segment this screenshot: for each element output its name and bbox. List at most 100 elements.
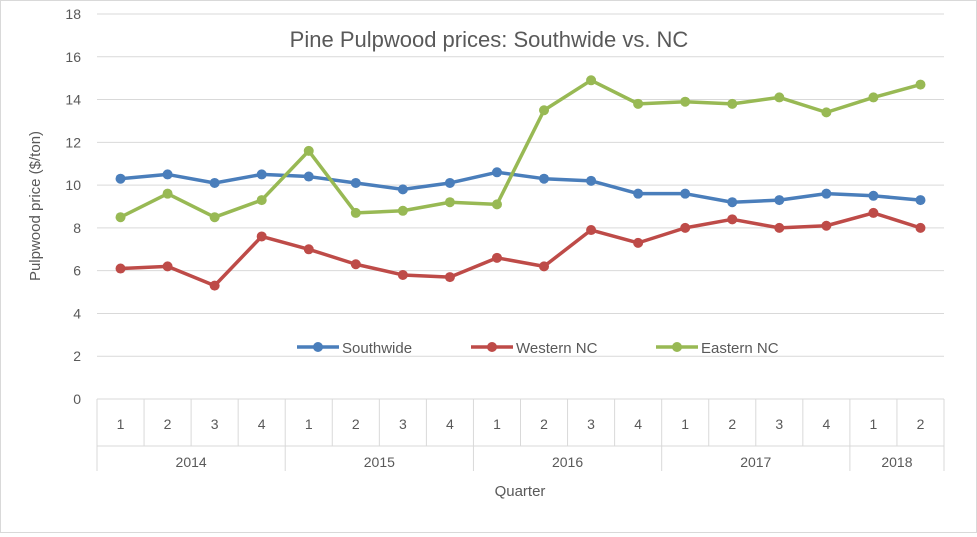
year-label: 2014 xyxy=(176,454,207,470)
eastern-nc-point xyxy=(350,207,361,218)
x-tick-label: 1 xyxy=(493,416,501,432)
legend-marker-southwide xyxy=(313,342,323,352)
y-axis-label: Pulpwood price ($/ton) xyxy=(27,131,44,281)
southwide-point xyxy=(444,177,455,188)
x-tick-label: 2 xyxy=(917,416,925,432)
eastern-nc-point xyxy=(680,96,691,107)
western-nc-point xyxy=(444,272,455,283)
southwide-point xyxy=(539,173,550,184)
eastern-nc-point xyxy=(491,199,502,210)
legend-marker-western-nc xyxy=(487,342,497,352)
year-label: 2018 xyxy=(881,454,912,470)
eastern-nc-point xyxy=(397,205,408,216)
western-nc-point xyxy=(915,222,926,233)
southwide-point xyxy=(586,175,597,186)
eastern-nc-line xyxy=(119,78,921,219)
x-tick-label: 1 xyxy=(870,416,878,432)
western-nc-point xyxy=(586,225,597,236)
eastern-nc-point xyxy=(821,107,832,118)
western-nc-point xyxy=(633,237,644,248)
eastern-nc-point xyxy=(115,212,126,223)
y-tick-label: 8 xyxy=(73,220,81,236)
southwide-point xyxy=(397,184,408,195)
eastern-nc-point xyxy=(774,92,785,103)
southwide-point xyxy=(115,173,126,184)
y-tick-label: 18 xyxy=(65,6,81,22)
eastern-nc-point xyxy=(444,197,455,208)
western-nc-line xyxy=(120,211,922,288)
eastern-nc-point xyxy=(868,92,879,103)
southwide-point xyxy=(350,177,361,188)
eastern-nc-point xyxy=(256,195,267,206)
legend-marker-eastern-nc xyxy=(672,342,682,352)
southwide-line xyxy=(120,170,921,204)
x-axis-label: Quarter xyxy=(495,483,546,500)
western-nc-point xyxy=(397,269,408,280)
southwide-point xyxy=(727,197,738,208)
southwide-point xyxy=(821,188,832,199)
western-nc-point xyxy=(350,259,361,270)
x-tick-label: 3 xyxy=(399,416,407,432)
western-nc-point xyxy=(162,261,173,272)
western-nc-point xyxy=(491,252,502,263)
x-tick-label: 1 xyxy=(305,416,313,432)
western-nc-point xyxy=(303,244,314,255)
legend-label-southwide: Southwide xyxy=(342,340,412,357)
x-tick-label: 2 xyxy=(164,416,172,432)
chart-title: Pine Pulpwood prices: Southwide vs. NC xyxy=(290,27,689,52)
western-nc-point xyxy=(209,280,220,291)
year-label: 2017 xyxy=(740,454,771,470)
y-tick-label: 4 xyxy=(73,305,81,321)
legend-label-western-nc: Western NC xyxy=(516,340,598,357)
y-tick-label: 12 xyxy=(65,134,81,150)
eastern-nc-point xyxy=(303,145,314,156)
eastern-nc-point xyxy=(539,105,550,116)
x-tick-label: 1 xyxy=(681,416,689,432)
x-tick-label: 2 xyxy=(728,416,736,432)
eastern-nc-point xyxy=(727,98,738,109)
southwide-point xyxy=(209,177,220,188)
western-nc-point xyxy=(868,207,879,218)
southwide-point xyxy=(303,171,314,182)
x-tick-label: 2 xyxy=(540,416,548,432)
legend-label-eastern-nc: Eastern NC xyxy=(701,340,779,357)
x-tick-label: 3 xyxy=(587,416,595,432)
southwide-point xyxy=(915,195,926,206)
eastern-nc-point xyxy=(162,188,173,199)
western-nc-point xyxy=(680,222,691,233)
eastern-nc-point xyxy=(915,79,926,90)
western-nc-point xyxy=(256,231,267,242)
y-tick-label: 0 xyxy=(73,391,81,407)
y-tick-label: 2 xyxy=(73,348,81,364)
western-nc-point xyxy=(115,263,126,274)
x-tick-label: 3 xyxy=(211,416,219,432)
x-tick-label: 3 xyxy=(775,416,783,432)
year-label: 2016 xyxy=(552,454,583,470)
eastern-nc-point xyxy=(586,75,597,86)
x-tick-label: 4 xyxy=(258,416,266,432)
x-tick-label: 1 xyxy=(117,416,125,432)
western-nc-point xyxy=(727,214,738,225)
southwide-point xyxy=(633,188,644,199)
western-nc-point xyxy=(774,222,785,233)
southwide-point xyxy=(162,169,173,180)
x-tick-label: 4 xyxy=(634,416,642,432)
eastern-nc-point xyxy=(633,98,644,109)
y-tick-label: 6 xyxy=(73,263,81,279)
southwide-point xyxy=(868,190,879,201)
western-nc-point xyxy=(821,220,832,231)
y-tick-label: 14 xyxy=(65,92,81,108)
southwide-point xyxy=(680,188,691,199)
eastern-nc-point xyxy=(209,212,220,223)
x-tick-label: 4 xyxy=(822,416,830,432)
y-tick-label: 16 xyxy=(65,49,81,65)
southwide-point xyxy=(491,167,502,178)
southwide-point xyxy=(774,195,785,206)
southwide-point xyxy=(256,169,267,180)
x-tick-label: 2 xyxy=(352,416,360,432)
western-nc-point xyxy=(539,261,550,272)
x-tick-label: 4 xyxy=(446,416,454,432)
year-label: 2015 xyxy=(364,454,395,470)
